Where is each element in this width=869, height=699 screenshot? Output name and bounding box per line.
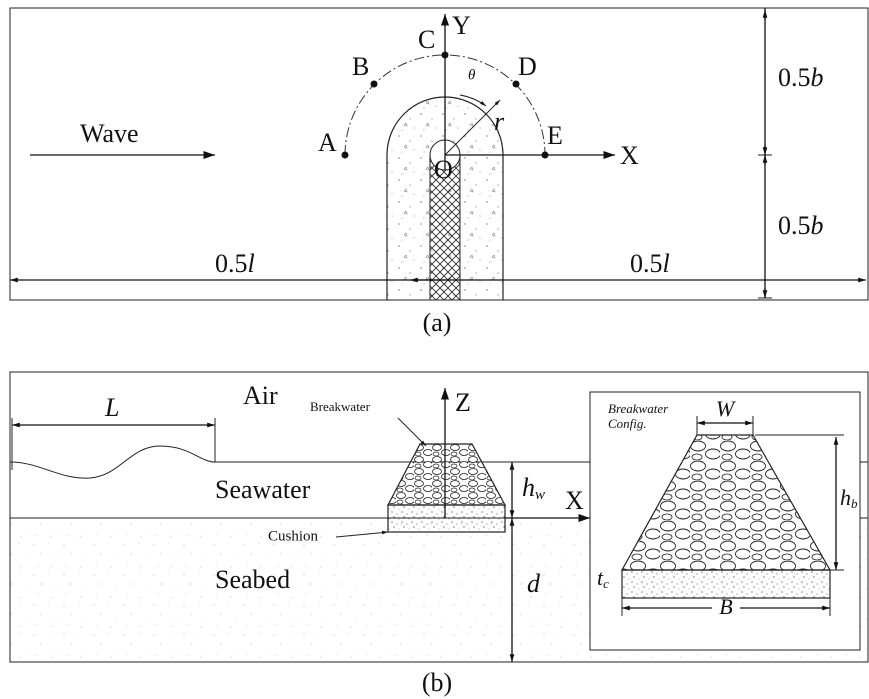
symbol: b — [811, 211, 824, 240]
half-length-label: 0.5l — [630, 249, 670, 278]
air-label: Air — [243, 381, 278, 410]
number: 0.5 — [778, 63, 811, 92]
point-a — [342, 152, 349, 159]
panel-label: (a) — [423, 308, 452, 337]
radius-label: r — [494, 107, 505, 136]
sub: b — [851, 496, 858, 511]
breakwater-label: Breakwater — [310, 399, 371, 414]
top-width-label: W — [716, 396, 736, 421]
panel-label: (b) — [422, 668, 452, 697]
point-d — [513, 81, 520, 88]
breakwater-leader — [398, 418, 426, 446]
number: 0.5 — [778, 211, 811, 240]
base: h — [522, 473, 535, 502]
page: { "panel_a": { "label": "(a)", "wave": "… — [0, 0, 869, 699]
point-e — [542, 152, 549, 159]
inset-title: Breakwater — [608, 401, 669, 416]
origin-label: O — [434, 155, 453, 184]
number: 0.5 — [215, 249, 248, 278]
half-width-label: 0.5b — [778, 211, 824, 240]
sub: c — [603, 576, 609, 591]
half-length-label: 0.5l — [215, 249, 255, 278]
point-c — [442, 52, 449, 59]
symbol: l — [663, 249, 670, 278]
diagram: Wave A B C D E O Y X θ r 0.5b 0.5b 0.5l … — [0, 0, 869, 699]
point-label: E — [547, 121, 563, 150]
x-axis-label: X — [565, 486, 584, 515]
point-label: A — [318, 128, 337, 157]
cushion-section — [388, 505, 505, 532]
point-label: D — [518, 52, 537, 81]
breakwater-section — [388, 444, 505, 505]
sub: w — [535, 487, 545, 503]
x-axis-label: X — [620, 141, 639, 170]
wave-label: Wave — [80, 119, 139, 148]
wave-profile — [10, 446, 215, 478]
symbol: b — [811, 63, 824, 92]
half-width-label: 0.5b — [778, 63, 824, 92]
z-axis-label: Z — [455, 388, 471, 417]
inset-title: Config. — [608, 416, 647, 431]
point-label: B — [352, 52, 369, 81]
cushion-label: Cushion — [268, 528, 319, 544]
point-b — [371, 81, 378, 88]
number: 0.5 — [630, 249, 663, 278]
theta-label: θ — [468, 67, 476, 83]
seawater-label: Seawater — [215, 475, 311, 504]
symbol: l — [248, 249, 255, 278]
seabed-depth-label: d — [527, 569, 541, 598]
wavelength-label: L — [104, 393, 119, 422]
point-label: C — [418, 25, 435, 54]
y-axis-label: Y — [452, 11, 471, 40]
seabed-label: Seabed — [215, 565, 290, 594]
base: h — [840, 485, 851, 510]
water-depth-label: hw — [522, 473, 545, 503]
bottom-width-label: B — [719, 594, 732, 619]
